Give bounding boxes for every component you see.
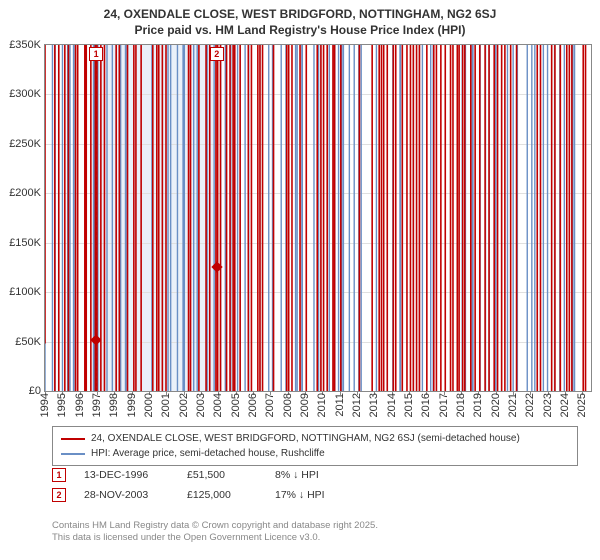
x-tick-label: 1996 (74, 393, 86, 417)
y-tick-label: £350K (9, 39, 45, 51)
y-tick-label: £100K (9, 286, 45, 298)
x-tick-label: 2023 (542, 393, 554, 417)
sale-date: 28-NOV-2003 (84, 489, 169, 501)
x-tick-label: 2007 (264, 393, 276, 417)
sale-index-badge: 2 (52, 488, 66, 502)
x-tick-label: 2022 (524, 393, 536, 417)
y-tick-label: £300K (9, 88, 45, 100)
legend-box: 24, OXENDALE CLOSE, WEST BRIDGFORD, NOTT… (52, 426, 578, 466)
x-tick-label: 1999 (126, 393, 138, 417)
x-tick-label: 1994 (39, 393, 51, 417)
x-tick-label: 2019 (472, 393, 484, 417)
x-tick-label: 1997 (91, 393, 103, 417)
x-tick-label: 2002 (178, 393, 190, 417)
x-tick-label: 2016 (420, 393, 432, 417)
x-tick-label: 2010 (316, 393, 328, 417)
x-tick-label: 2009 (299, 393, 311, 417)
sale-date: 13-DEC-1996 (84, 469, 169, 481)
x-tick-label: 2005 (230, 393, 242, 417)
legend-row: HPI: Average price, semi-detached house,… (61, 446, 569, 461)
sale-table-row: 2 28-NOV-2003 £125,000 17% ↓ HPI (52, 488, 355, 502)
x-tick-label: 2020 (490, 393, 502, 417)
footer-note: Contains HM Land Registry data © Crown c… (52, 520, 378, 545)
x-tick-label: 2012 (351, 393, 363, 417)
x-tick-label: 2018 (455, 393, 467, 417)
x-tick-label: 2011 (334, 393, 346, 417)
x-tick-label: 2024 (559, 393, 571, 417)
sale-hpi-delta: 17% ↓ HPI (275, 489, 355, 501)
footer-line-2: This data is licensed under the Open Gov… (52, 532, 378, 544)
x-tick-label: 2015 (403, 393, 415, 417)
legend-row: 24, OXENDALE CLOSE, WEST BRIDGFORD, NOTT… (61, 431, 569, 446)
sale-marker-vline (217, 61, 218, 391)
x-tick-label: 2001 (160, 393, 172, 417)
y-tick-label: £150K (9, 237, 45, 249)
x-tick-label: 2006 (247, 393, 259, 417)
sale-price: £125,000 (187, 489, 257, 501)
sale-price: £51,500 (187, 469, 257, 481)
x-tick-label: 2008 (282, 393, 294, 417)
sale-marker-badge: 1 (89, 47, 103, 61)
y-tick-label: £250K (9, 138, 45, 150)
x-tick-label: 1995 (56, 393, 68, 417)
x-tick-label: 2004 (212, 393, 224, 417)
line-series-svg (45, 45, 591, 391)
title-line-2: Price paid vs. HM Land Registry's House … (10, 22, 590, 38)
footer-line-1: Contains HM Land Registry data © Crown c… (52, 520, 378, 532)
y-tick-label: £50K (15, 336, 45, 348)
x-tick-label: 2000 (143, 393, 155, 417)
chart-title-block: 24, OXENDALE CLOSE, WEST BRIDGFORD, NOTT… (0, 0, 600, 40)
sale-index-badge: 1 (52, 468, 66, 482)
sale-markers-table: 1 13-DEC-1996 £51,500 8% ↓ HPI 2 28-NOV-2003 £… (52, 468, 355, 508)
sale-marker-badge: 2 (210, 47, 224, 61)
legend-label: 24, OXENDALE CLOSE, WEST BRIDGFORD, NOTT… (91, 431, 520, 446)
x-tick-label: 2014 (386, 393, 398, 417)
x-tick-label: 2017 (438, 393, 450, 417)
x-tick-label: 2021 (507, 393, 519, 417)
x-tick-label: 1998 (108, 393, 120, 417)
sale-table-row: 1 13-DEC-1996 £51,500 8% ↓ HPI (52, 468, 355, 482)
x-tick-label: 2003 (195, 393, 207, 417)
legend-label: HPI: Average price, semi-detached house,… (91, 446, 325, 461)
x-tick-label: 2013 (368, 393, 380, 417)
legend-swatch (61, 453, 85, 455)
x-tick-label: 2025 (576, 393, 588, 417)
title-line-1: 24, OXENDALE CLOSE, WEST BRIDGFORD, NOTT… (10, 6, 590, 22)
plot-area: £0£50K£100K£150K£200K£250K£300K£350K1994… (44, 44, 592, 392)
legend-swatch (61, 438, 85, 440)
sale-hpi-delta: 8% ↓ HPI (275, 469, 355, 481)
y-tick-label: £200K (9, 187, 45, 199)
chart-container: 24, OXENDALE CLOSE, WEST BRIDGFORD, NOTT… (0, 0, 600, 560)
